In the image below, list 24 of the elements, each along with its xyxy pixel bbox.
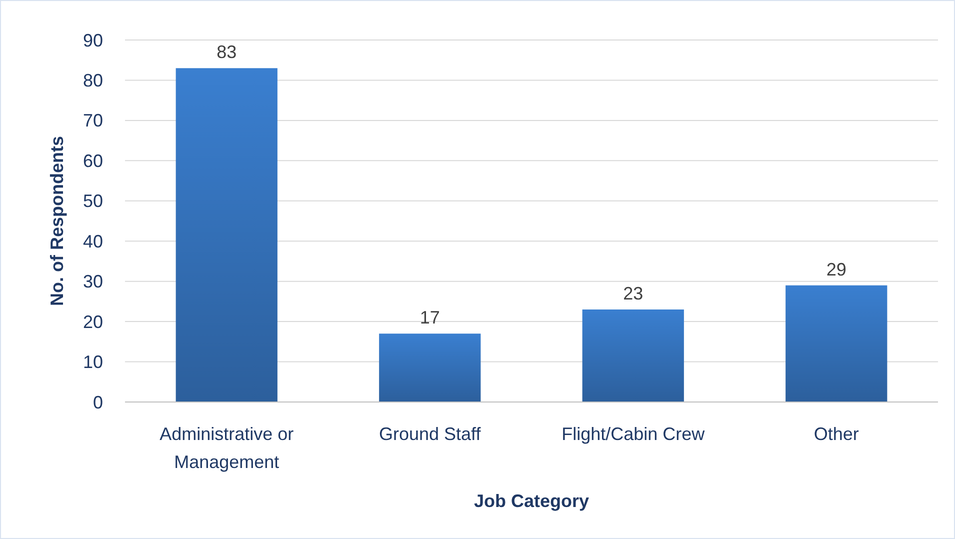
y-tick-label: 10 bbox=[82, 352, 103, 372]
bar bbox=[379, 334, 481, 402]
x-tick-label: Other bbox=[814, 424, 859, 444]
y-tick-label: 80 bbox=[82, 70, 103, 91]
x-tick-label: Flight/Cabin Crew bbox=[562, 424, 706, 444]
y-tick-label: 0 bbox=[92, 392, 103, 412]
x-tick-label: Ground Staff bbox=[379, 424, 482, 444]
y-tick-label: 70 bbox=[82, 110, 103, 131]
y-tick-label: 40 bbox=[82, 231, 103, 252]
y-tick-label: 30 bbox=[82, 272, 103, 292]
bar bbox=[786, 285, 888, 402]
y-tick-label: 90 bbox=[82, 30, 103, 50]
data-label: 23 bbox=[623, 283, 644, 304]
y-tick-label: 20 bbox=[82, 312, 103, 332]
data-label: 29 bbox=[826, 259, 846, 280]
x-tick-label: Administrative or Management bbox=[160, 424, 294, 472]
y-tick-label: 50 bbox=[82, 191, 103, 212]
data-label: 17 bbox=[420, 308, 440, 328]
bar bbox=[582, 309, 684, 402]
data-label: 83 bbox=[216, 42, 237, 62]
x-axis-title: Job Category bbox=[474, 491, 590, 511]
bar bbox=[176, 68, 278, 402]
y-axis-title: No. of Respondents bbox=[47, 136, 67, 306]
y-tick-label: 60 bbox=[82, 150, 103, 171]
